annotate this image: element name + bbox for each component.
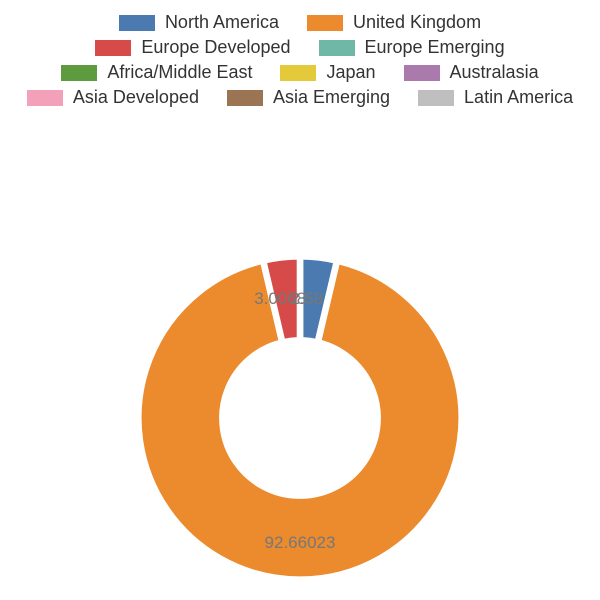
legend-label: Latin America: [464, 87, 573, 108]
legend-item: Asia Developed: [27, 87, 199, 108]
legend: North America United Kingdom Europe Develo…: [0, 0, 600, 116]
legend-swatch: [227, 90, 263, 106]
legend-item: Asia Emerging: [227, 87, 390, 108]
legend-label: Europe Developed: [141, 37, 290, 58]
legend-swatch: [119, 15, 155, 31]
legend-swatch: [418, 90, 454, 106]
legend-label: North America: [165, 12, 279, 33]
legend-item: Africa/Middle East: [61, 62, 252, 83]
legend-label: Asia Emerging: [273, 87, 390, 108]
legend-item: Europe Emerging: [319, 37, 505, 58]
legend-swatch: [61, 65, 97, 81]
legend-label: Africa/Middle East: [107, 62, 252, 83]
legend-swatch: [404, 65, 440, 81]
legend-label: Asia Developed: [73, 87, 199, 108]
legend-swatch: [307, 15, 343, 31]
donut-chart: 3.00682.5892.66023: [135, 253, 465, 583]
chart-area: 3.00682.5892.66023: [0, 235, 600, 600]
legend-label: Europe Emerging: [365, 37, 505, 58]
legend-item: United Kingdom: [307, 12, 481, 33]
legend-swatch: [319, 40, 355, 56]
legend-swatch: [27, 90, 63, 106]
legend-item: Europe Developed: [95, 37, 290, 58]
legend-label: Australasia: [450, 62, 539, 83]
slice-label: 2.58: [290, 289, 323, 309]
legend-swatch: [95, 40, 131, 56]
legend-label: United Kingdom: [353, 12, 481, 33]
legend-item: Latin America: [418, 87, 573, 108]
legend-label: Japan: [326, 62, 375, 83]
legend-item: Australasia: [404, 62, 539, 83]
legend-item: Japan: [280, 62, 375, 83]
legend-swatch: [280, 65, 316, 81]
legend-item: North America: [119, 12, 279, 33]
slice-label: 92.66023: [265, 533, 336, 553]
